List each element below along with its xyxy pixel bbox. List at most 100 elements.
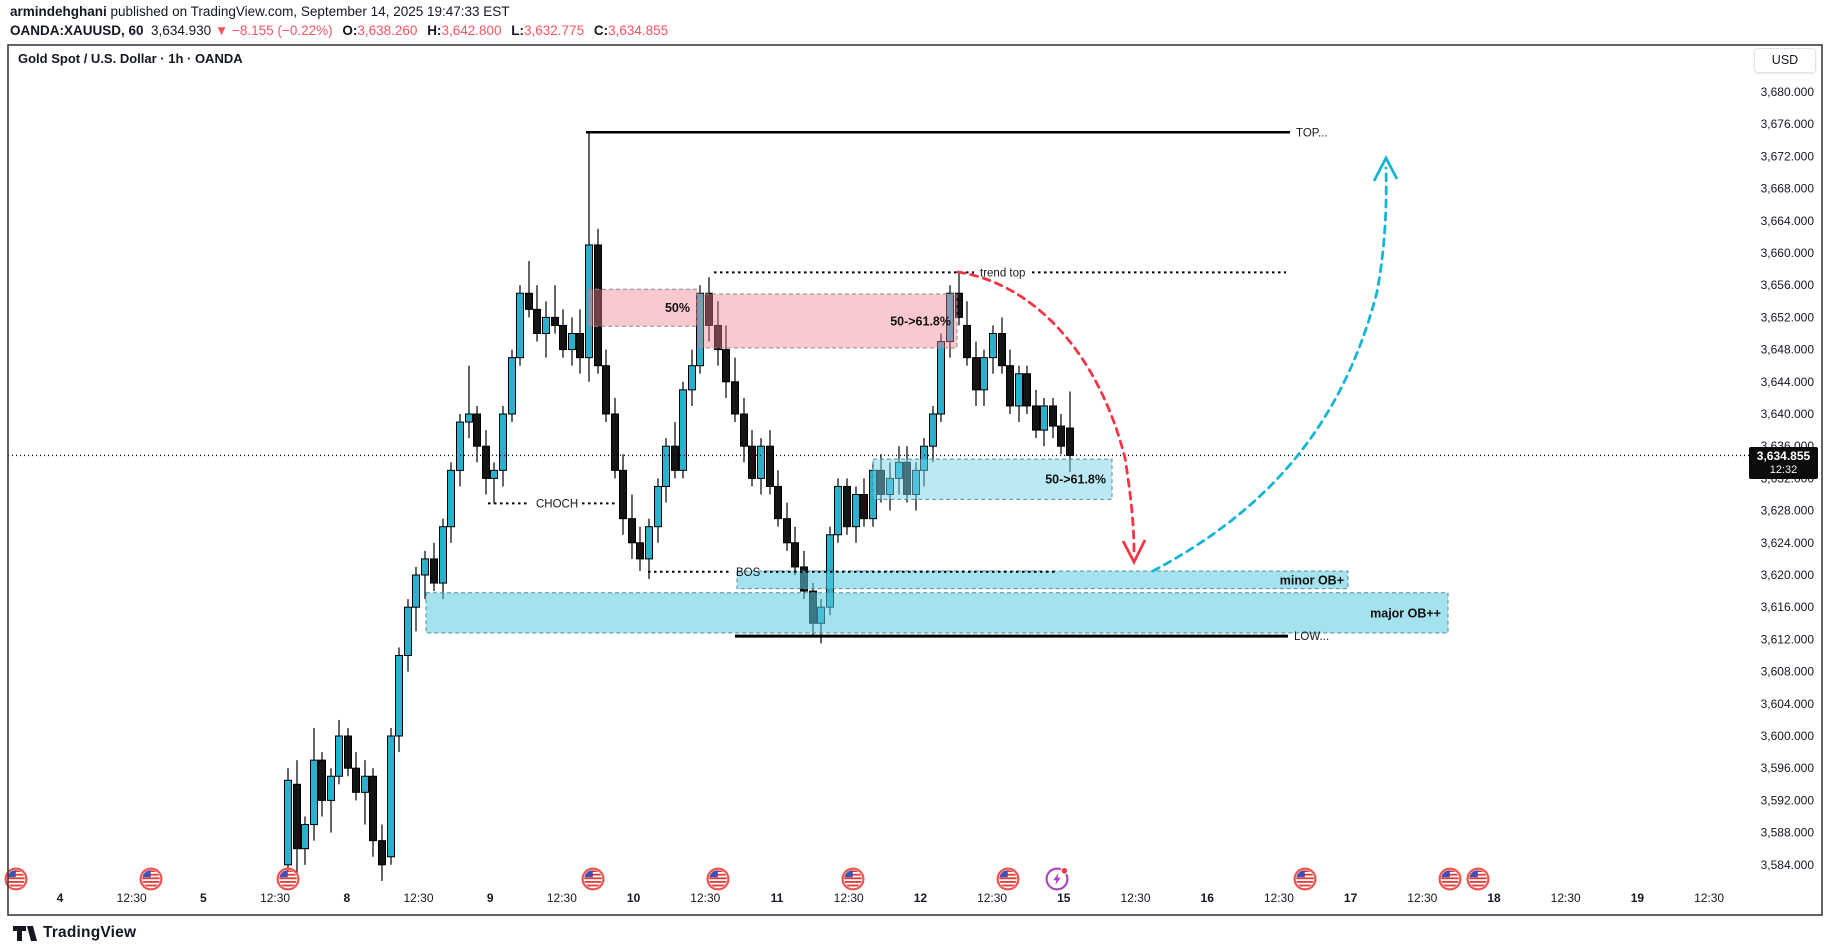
bull-candle xyxy=(1015,373,1023,407)
x-axis-label: 11 xyxy=(771,891,784,905)
fib-box-50 xyxy=(587,288,698,327)
x-axis-label: 12:30 xyxy=(1120,891,1150,905)
bull-candle xyxy=(645,526,653,560)
x-axis-label: 12:30 xyxy=(547,891,577,905)
bear-candle xyxy=(1006,365,1014,407)
low-label: L: xyxy=(511,23,525,38)
bear-candle xyxy=(1066,427,1074,456)
bear-candle xyxy=(998,333,1006,367)
economic-event-bolt-icon[interactable] xyxy=(1045,867,1069,891)
symbol-name: OANDA:XAUUSD, 60 xyxy=(10,23,144,38)
bear-candle xyxy=(619,469,627,520)
bull-candle xyxy=(542,316,550,334)
y-axis-label: 3,644.000 xyxy=(1761,375,1815,389)
bear-candle xyxy=(482,445,490,479)
publish-text: published on TradingView.com, September … xyxy=(106,4,510,19)
bull-candle xyxy=(439,526,447,584)
bullish-projection-arrow xyxy=(1151,166,1388,573)
y-axis-label: 3,608.000 xyxy=(1761,665,1815,679)
currency-toggle-button[interactable]: USD xyxy=(1754,48,1816,73)
bull-candle xyxy=(696,292,704,367)
x-axis-label: 4 xyxy=(57,891,64,905)
x-axis-label: 12:30 xyxy=(1694,891,1724,905)
x-axis-label: 12:30 xyxy=(260,891,290,905)
y-axis-label: 3,676.000 xyxy=(1761,117,1815,131)
bull-candle xyxy=(1040,405,1048,431)
us-flag-event-icon[interactable] xyxy=(4,867,28,891)
price-change: −8.155 (−0.22%) xyxy=(232,23,333,38)
low-line-label: LOW... xyxy=(1294,631,1329,643)
bos-line-label: BOS xyxy=(736,567,761,579)
bear-candle xyxy=(352,767,360,793)
us-flag-event-icon[interactable] xyxy=(996,867,1020,891)
bull-candle xyxy=(395,655,403,737)
y-axis-label: 3,596.000 xyxy=(1761,761,1815,775)
bull-candle xyxy=(989,333,997,359)
bull-candle xyxy=(946,292,954,343)
us-flag-event-icon[interactable] xyxy=(1293,867,1317,891)
y-axis-label: 3,656.000 xyxy=(1761,278,1815,292)
x-axis-label: 16 xyxy=(1201,891,1215,905)
bear-candle xyxy=(576,333,584,359)
us-flag-event-icon[interactable] xyxy=(1438,867,1462,891)
x-axis-label: 19 xyxy=(1631,891,1645,905)
y-axis-label: 3,604.000 xyxy=(1761,697,1815,711)
bull-candle xyxy=(465,413,473,423)
bull-candle xyxy=(310,759,318,826)
direction-down-icon: ▼ xyxy=(214,23,229,38)
bearish-projection-arrow xyxy=(956,270,1136,553)
close-label: C: xyxy=(593,23,609,38)
fib-box-50-618-upper xyxy=(697,293,958,349)
us-flag-event-icon[interactable] xyxy=(276,867,300,891)
tradingview-logo[interactable]: TradingView xyxy=(12,922,136,944)
y-axis-label: 3,592.000 xyxy=(1761,793,1815,807)
us-flag-event-icon[interactable] xyxy=(841,867,865,891)
badge-countdown: 12:32 xyxy=(1769,464,1798,476)
fib-box-50-618-lower-label: 50->61.8% xyxy=(1045,473,1106,487)
fib-box-50-618-lower xyxy=(872,458,1113,500)
bull-candle xyxy=(679,389,687,471)
bull-candle xyxy=(929,413,937,447)
x-axis-label: 12:30 xyxy=(403,891,433,905)
last-price-badge: 3,634.855 12:32 xyxy=(1749,447,1818,479)
bear-candle xyxy=(963,324,971,359)
us-flag-event-icon[interactable] xyxy=(1466,867,1490,891)
us-flag-event-icon[interactable] xyxy=(706,867,730,891)
bear-candle xyxy=(430,558,438,584)
bear-candle xyxy=(774,485,782,520)
x-axis-label: 18 xyxy=(1487,891,1501,905)
x-axis-label: 12:30 xyxy=(834,891,864,905)
x-axis-label: 10 xyxy=(627,891,641,905)
y-axis-label: 3,584.000 xyxy=(1761,858,1815,872)
bear-candle xyxy=(594,244,602,367)
bullish-projection-arrow-head xyxy=(1372,154,1399,182)
bear-candle xyxy=(551,316,559,326)
bull-candle xyxy=(490,469,498,479)
bull-candle xyxy=(688,365,696,391)
bull-candle xyxy=(516,292,524,359)
bear-candle xyxy=(344,735,352,769)
tradingview-wordmark: TradingView xyxy=(43,924,137,941)
bull-candle xyxy=(412,574,420,608)
bear-candle xyxy=(1049,405,1057,427)
symbol-info-bar: OANDA:XAUUSD, 60 3,634.930 ▼ −8.155 (−0.… xyxy=(10,23,668,38)
bull-candle xyxy=(361,775,369,793)
us-flag-event-icon[interactable] xyxy=(139,867,163,891)
y-axis-label: 3,624.000 xyxy=(1761,536,1815,550)
bull-candle xyxy=(937,341,945,415)
bear-candle xyxy=(783,518,791,544)
y-axis-label: 3,628.000 xyxy=(1761,504,1815,518)
bull-candle xyxy=(499,413,507,471)
bull-candle xyxy=(456,421,464,471)
bear-candle xyxy=(748,445,756,479)
bull-candle xyxy=(447,469,455,528)
fib-box-50-label: 50% xyxy=(665,301,690,315)
us-flag-event-icon[interactable] xyxy=(581,867,605,891)
y-axis-label: 3,616.000 xyxy=(1761,600,1815,614)
close-value: 3,634.855 xyxy=(608,23,669,38)
bull-candle xyxy=(284,779,292,866)
bull-candle xyxy=(654,485,662,528)
x-axis-label: 17 xyxy=(1344,891,1358,905)
